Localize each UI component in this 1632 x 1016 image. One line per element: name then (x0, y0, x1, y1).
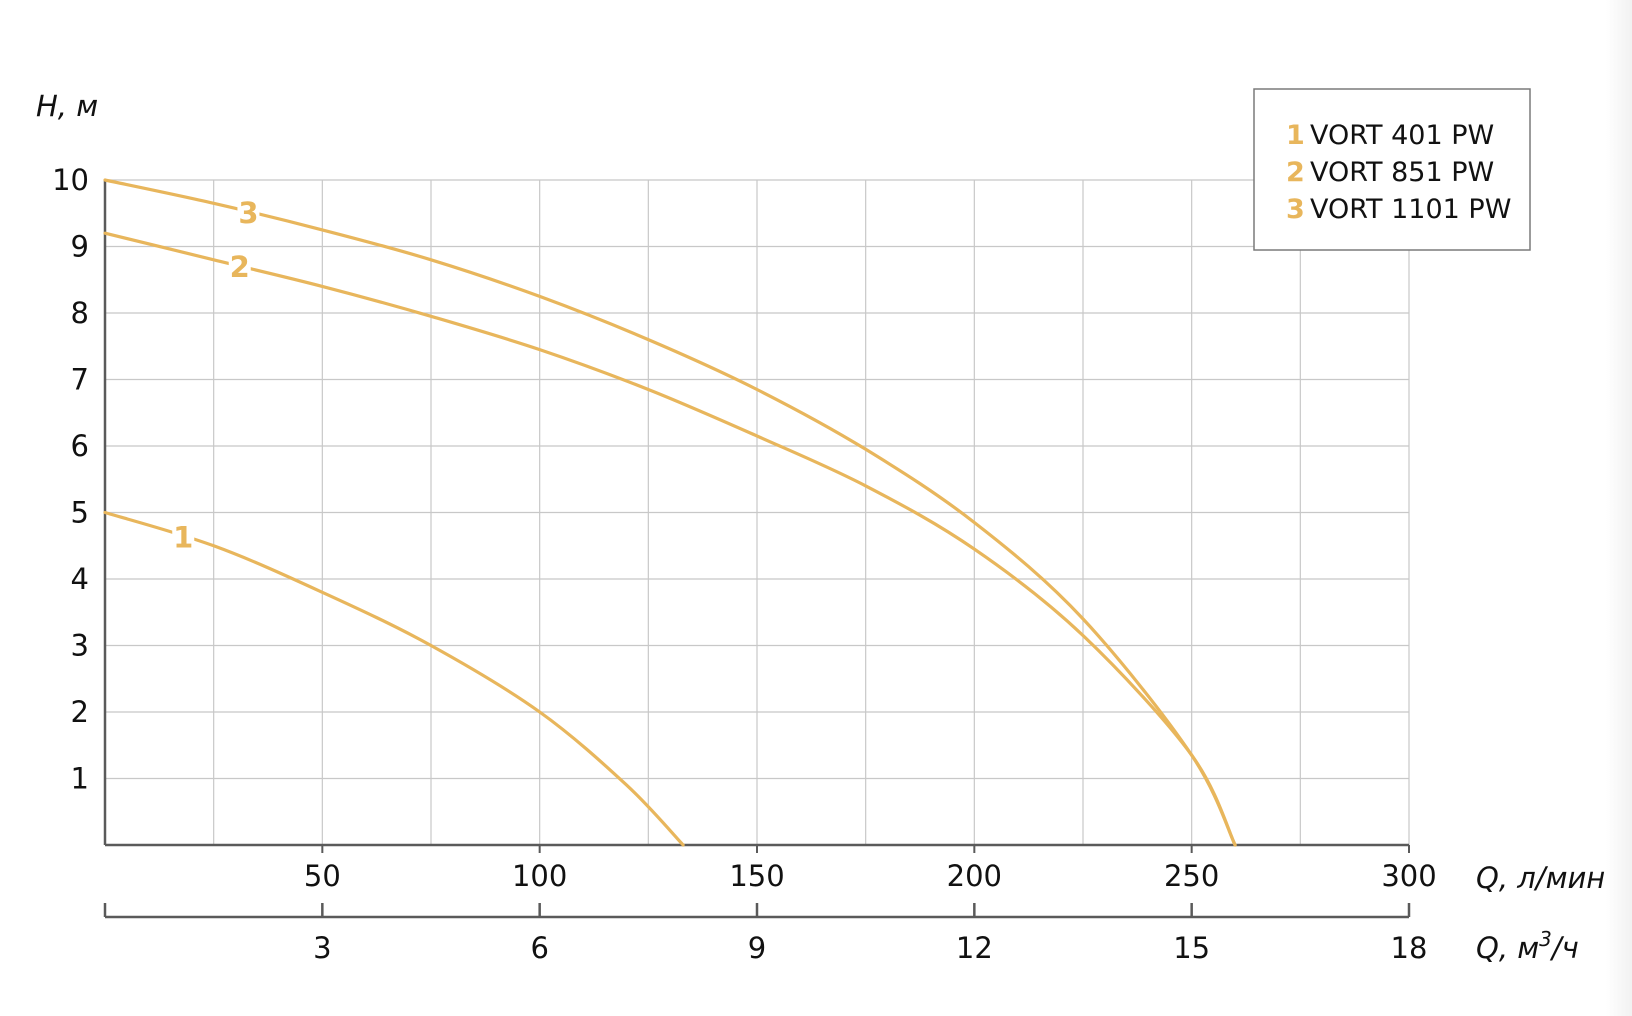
y-tick-label: 4 (71, 562, 89, 596)
y-tick-label: 10 (52, 163, 89, 197)
x-axis-primary-title: Q, л/мин (1476, 861, 1605, 895)
legend-num-2: 2 (1286, 157, 1305, 188)
x-secondary-tick-label: 9 (748, 931, 766, 965)
x-secondary-tick-label: 12 (956, 931, 993, 965)
series-line-3 (103, 178, 1237, 847)
legend-entry-1: VORT 401 PW (1310, 120, 1494, 151)
x-primary-tick-label: 150 (729, 859, 784, 893)
legend-num-1: 1 (1286, 120, 1305, 151)
series-line-2 (103, 231, 1237, 847)
series-label-2: 2 (230, 250, 250, 284)
x-primary-tick-label: 200 (947, 859, 1002, 893)
y-tick-label: 8 (71, 296, 89, 330)
x-primary-tick-label: 100 (512, 859, 567, 893)
x-primary-tick-label: 50 (304, 859, 341, 893)
curve-layer (103, 178, 1237, 847)
x-primary-tick-label: 300 (1381, 859, 1436, 893)
x-axis-secondary-title: Q, м3/ч (1476, 927, 1579, 965)
y-tick-label: 6 (71, 429, 89, 463)
series-label-bg-3 (237, 195, 260, 226)
y-tick-label: 1 (71, 762, 89, 796)
y-tick-label: 9 (71, 230, 89, 264)
grid-layer (105, 179, 1410, 845)
x-axis-secondary-title-sup: 3 (1539, 927, 1552, 951)
y-tick-label: 3 (71, 629, 89, 663)
series-label-bg-1 (172, 520, 195, 551)
y-tick-label: 2 (71, 695, 89, 729)
x-secondary-tick-label: 3 (313, 931, 331, 965)
y-axis-title: H, м (36, 89, 98, 123)
legend-num-3: 3 (1286, 194, 1305, 225)
x-axis-secondary-title-main: Q, м (1476, 931, 1539, 965)
series-label-1: 1 (173, 520, 193, 554)
label-layer: 1 2 3 (172, 195, 260, 554)
legend-entry-2: VORT 851 PW (1310, 157, 1494, 188)
legend-entry-3: VORT 1101 PW (1310, 194, 1511, 225)
series-label-3: 3 (238, 196, 258, 230)
x-secondary-tick-label: 18 (1391, 931, 1428, 965)
x-secondary-tick-label: 15 (1173, 931, 1210, 965)
right-edge-shade (1606, 0, 1632, 1016)
y-tick-label: 7 (71, 363, 89, 397)
legend-box (1253, 88, 1531, 251)
y-tick-label: 5 (71, 496, 89, 530)
x-axis-secondary-title-tail: /ч (1549, 931, 1579, 965)
series-label-bg-2 (228, 250, 251, 281)
x-primary-tick-label: 250 (1164, 859, 1219, 893)
series-line-1 (103, 510, 685, 847)
x-secondary-tick-label: 6 (530, 931, 548, 965)
legend: 1 VORT 401 PW 2 VORT 851 PW 3 VORT 1101 … (1253, 88, 1531, 251)
